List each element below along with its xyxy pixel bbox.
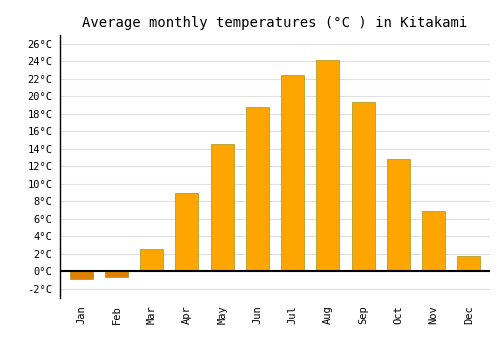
Bar: [352, 102, 374, 271]
Bar: [176, 193, 199, 271]
Bar: [316, 60, 340, 271]
Bar: [458, 256, 480, 271]
Bar: [70, 271, 92, 279]
Title: Average monthly temperatures (°C ) in Kitakami: Average monthly temperatures (°C ) in Ki…: [82, 16, 468, 30]
Bar: [105, 271, 128, 277]
Bar: [140, 249, 163, 271]
Bar: [422, 211, 445, 271]
Bar: [246, 107, 269, 271]
Bar: [281, 75, 304, 271]
Bar: [210, 144, 234, 271]
Bar: [387, 159, 410, 271]
